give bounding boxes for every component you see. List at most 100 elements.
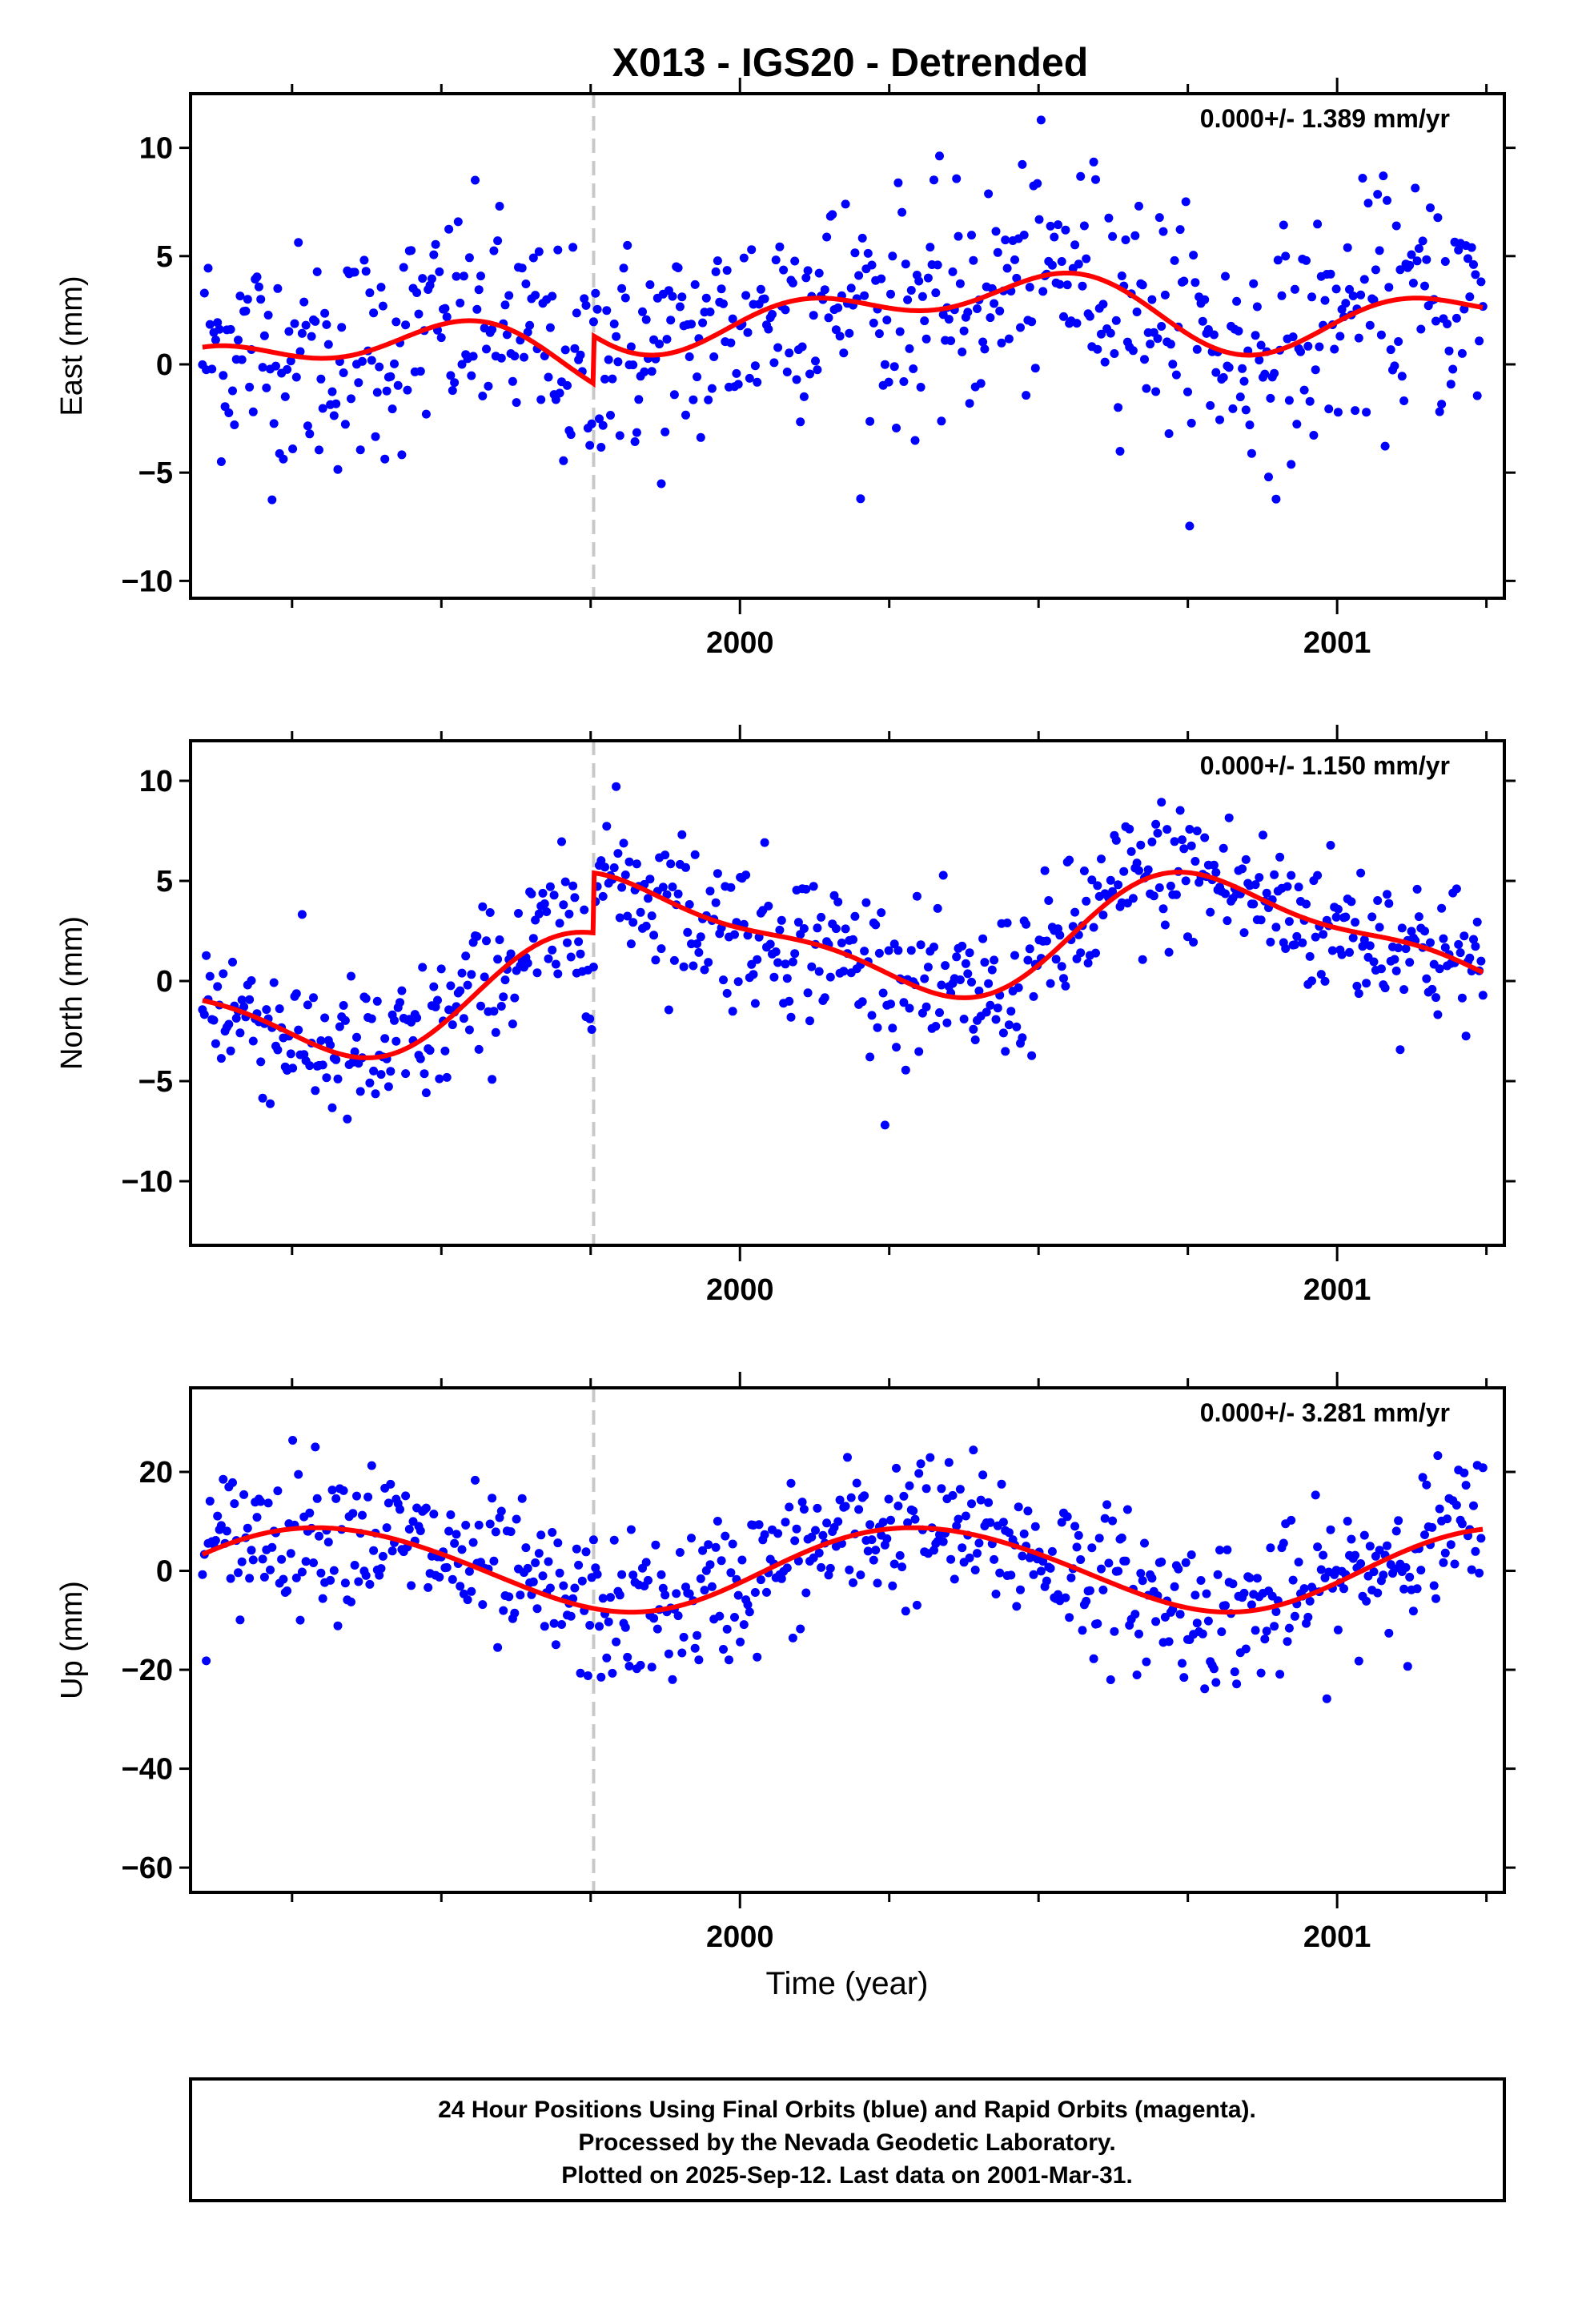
data-point [1384, 283, 1394, 292]
data-point [510, 352, 520, 361]
data-point [1302, 255, 1311, 265]
data-point [271, 361, 280, 371]
data-point [267, 495, 277, 505]
data-point [226, 1574, 235, 1583]
data-point [1245, 1573, 1255, 1582]
data-point [914, 276, 924, 286]
data-point [711, 898, 721, 907]
data-point [661, 427, 670, 436]
data-point [523, 1563, 532, 1573]
data-point [626, 342, 636, 352]
data-point [719, 1645, 728, 1654]
data-point [1098, 300, 1108, 309]
data-point [1281, 251, 1291, 261]
footer-line-2: Processed by the Nevada Geodetic Laborat… [578, 2129, 1115, 2156]
data-point [290, 319, 299, 328]
data-point [431, 239, 440, 249]
data-point [294, 1470, 303, 1479]
data-point [234, 336, 243, 345]
data-point [916, 1459, 926, 1469]
data-point [976, 379, 986, 388]
data-point [1042, 1576, 1051, 1586]
data-point [1351, 406, 1360, 416]
data-point [1038, 287, 1048, 296]
data-point [516, 1590, 525, 1600]
data-point [1110, 349, 1119, 358]
data-point [726, 883, 736, 892]
data-point [1158, 904, 1168, 914]
plot-area-up [198, 1388, 1488, 1892]
data-point [1085, 312, 1094, 321]
data-point [930, 943, 938, 951]
data-point [707, 1582, 717, 1591]
data-point [309, 1558, 318, 1567]
data-point [1065, 855, 1074, 865]
data-point [269, 419, 279, 428]
data-point [435, 1074, 444, 1084]
data-point [365, 288, 375, 298]
data-point [1171, 890, 1181, 899]
data-point [884, 1494, 893, 1504]
data-point [450, 378, 460, 388]
data-point [647, 367, 656, 376]
data-point [1363, 199, 1373, 208]
data-point [973, 1549, 982, 1558]
data-point [1175, 225, 1185, 235]
data-point [1183, 932, 1192, 942]
data-point [1452, 313, 1461, 323]
data-point [1004, 1020, 1014, 1030]
data-point [534, 1549, 544, 1558]
data-point [235, 1028, 245, 1038]
data-point [923, 273, 933, 283]
data-point [544, 372, 553, 382]
data-point [807, 962, 817, 971]
data-point [1082, 1596, 1091, 1606]
data-point [305, 429, 315, 439]
data-point [1079, 866, 1089, 875]
data-point [1164, 429, 1174, 438]
data-point [363, 1492, 373, 1502]
data-point [256, 1057, 266, 1067]
data-point [279, 1574, 288, 1584]
data-point [1408, 279, 1418, 287]
data-point [1130, 1610, 1140, 1619]
data-point [696, 432, 705, 442]
data-point [889, 362, 899, 372]
data-point [1027, 317, 1037, 327]
data-point [581, 300, 591, 310]
data-point [496, 353, 506, 363]
data-point [788, 1633, 797, 1642]
data-point [350, 267, 359, 277]
data-point [1394, 1516, 1403, 1526]
data-point [237, 995, 247, 1005]
data-point [1247, 448, 1256, 458]
data-point [713, 869, 722, 879]
data-point [1030, 364, 1040, 373]
data-point [1018, 159, 1027, 169]
data-point [320, 308, 330, 318]
data-point [664, 1649, 673, 1659]
data-point [1290, 1611, 1299, 1621]
data-point [213, 982, 223, 991]
data-point [482, 344, 491, 354]
data-point [1365, 1542, 1375, 1551]
data-point [247, 1546, 256, 1555]
data-point [1106, 328, 1115, 338]
data-point [598, 420, 608, 430]
data-point [679, 962, 689, 971]
data-point [719, 975, 728, 985]
data-point [623, 240, 632, 250]
data-point [1106, 1675, 1115, 1684]
data-point [965, 399, 974, 408]
data-point [606, 1593, 615, 1602]
data-point [662, 335, 672, 344]
data-point [1408, 1606, 1418, 1616]
data-point [882, 316, 892, 325]
data-point [790, 1536, 800, 1546]
data-point [1457, 348, 1467, 358]
data-point [1091, 175, 1100, 184]
data-point [805, 1016, 814, 1026]
data-point [938, 870, 948, 880]
data-point [1098, 1585, 1108, 1594]
data-point [955, 1485, 965, 1494]
